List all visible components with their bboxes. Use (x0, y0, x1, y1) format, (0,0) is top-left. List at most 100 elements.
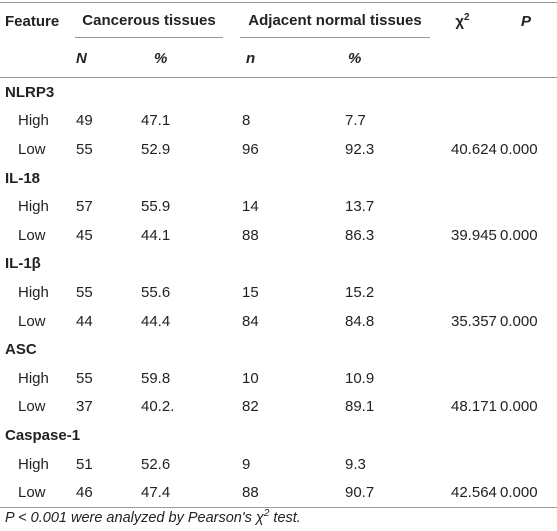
header-text: Adjacent normal tissues (240, 5, 430, 38)
group-name: NLRP3 (5, 83, 55, 101)
cell (290, 164, 430, 193)
cell: 84 (242, 312, 259, 330)
cell (232, 78, 290, 107)
row-label: High (18, 112, 49, 130)
cell (430, 278, 495, 307)
cell (495, 78, 557, 107)
cell (290, 250, 430, 279)
cell: 44.1 (141, 226, 171, 244)
header-cell: Cancerous tissues (70, 2, 232, 39)
data-row: Low 45 44.1 88 86.3 39.945 0.000 (0, 221, 557, 250)
cell (290, 335, 430, 364)
cell: 48.171 (451, 398, 497, 416)
row-label: Low (0, 478, 70, 508)
cell (132, 250, 232, 279)
data-row: High 55 59.8 10 10.9 (0, 364, 557, 393)
cell (70, 78, 132, 107)
cell: 15 (242, 283, 259, 301)
header-cell: N (70, 39, 132, 78)
header-cell: n (232, 39, 290, 78)
data-row: High 57 55.9 14 13.7 (0, 192, 557, 221)
chi-sup: 2 (464, 12, 470, 23)
group-name: IL-18 (5, 169, 41, 187)
cell: 55.6 (141, 283, 171, 301)
row-label: High (18, 283, 49, 301)
cell: 55 (76, 369, 93, 387)
cell: 40.2. (141, 398, 175, 416)
cell: 13.7 (345, 198, 375, 216)
cell (232, 164, 290, 193)
cell: 47.4 (132, 478, 232, 508)
cell (495, 107, 557, 136)
cell: 88 (242, 226, 259, 244)
cell: 0.000 (500, 312, 538, 330)
footnote-text: < 0.001 were analyzed by Pearson's (14, 509, 256, 526)
cell: 14 (242, 198, 259, 216)
cell: 39.945 (451, 226, 497, 244)
data-row: High 55 55.6 15 15.2 (0, 278, 557, 307)
chi-symbol: χ (455, 13, 465, 30)
cell: 0.000 (500, 226, 538, 244)
group-name: Caspase-1 (5, 426, 81, 444)
cell (495, 335, 557, 364)
cell: 44.4 (141, 312, 171, 330)
header-cell: P (495, 2, 557, 39)
table-body: Feature Cancerous tissues Adjacent norma… (0, 2, 557, 508)
group-row: IL-1β (0, 250, 557, 279)
cell: 42.564 (430, 478, 497, 508)
header-text: Cancerous tissues (75, 5, 223, 38)
cell: 89.1 (345, 398, 375, 416)
cell: 35.357 (451, 312, 497, 330)
cell: 49 (76, 112, 93, 130)
cell: 55 (76, 283, 93, 301)
cell (430, 78, 495, 107)
group-row: ASC (0, 335, 557, 364)
cell (430, 450, 495, 479)
cell (232, 335, 290, 364)
cell (430, 164, 495, 193)
row-label: Low (18, 140, 46, 158)
cell: 0.000 (500, 140, 538, 158)
cell (232, 250, 290, 279)
cell: 55 (76, 140, 93, 158)
cell: 52.9 (141, 140, 171, 158)
row-label: Low (18, 312, 46, 330)
cell: 9.3 (345, 455, 366, 473)
header-cell (0, 39, 70, 78)
footnote: P < 0.001 were analyzed by Pearson's χ2 … (5, 508, 301, 526)
cell (132, 78, 232, 107)
cell (70, 250, 132, 279)
cell (495, 364, 557, 393)
cell: 88 (232, 478, 290, 508)
cell (290, 78, 430, 107)
row-label: High (18, 198, 49, 216)
cell: 40.624 (451, 140, 497, 158)
cell (70, 335, 132, 364)
group-name: IL-1β (5, 255, 41, 273)
group-row: NLRP3 (0, 78, 557, 107)
cell: 44 (76, 312, 93, 330)
cell: 37 (76, 398, 93, 416)
header-cell: % (132, 39, 232, 78)
cell (132, 335, 232, 364)
cell (430, 107, 495, 136)
group-row: Caspase-1 (0, 421, 557, 450)
cell (495, 164, 557, 193)
header-row: Feature Cancerous tissues Adjacent norma… (0, 2, 557, 39)
footnote-sup: 2 (263, 508, 270, 519)
cell: 84.8 (345, 312, 375, 330)
header-cell (495, 39, 557, 78)
header-cell: χ2 (430, 2, 495, 39)
cell: 9 (242, 455, 251, 473)
data-table: Feature Cancerous tissues Adjacent norma… (0, 2, 557, 508)
cell (495, 250, 557, 279)
group-name: ASC (5, 341, 37, 359)
footnote-chi: χ (255, 509, 264, 526)
cell: 86.3 (345, 226, 375, 244)
data-row: High 51 52.6 9 9.3 (0, 450, 557, 479)
row-label: High (18, 455, 49, 473)
header-cell (430, 39, 495, 78)
cell (430, 364, 495, 393)
cell: 15.2 (345, 283, 375, 301)
